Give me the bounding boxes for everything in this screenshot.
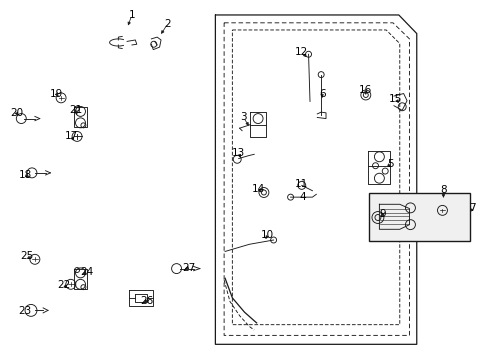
Text: 23: 23 (19, 306, 32, 316)
Text: 26: 26 (140, 296, 153, 306)
Text: 1: 1 (128, 10, 135, 20)
Text: 19: 19 (49, 89, 63, 99)
Text: 2: 2 (164, 18, 171, 28)
Text: 20: 20 (10, 108, 23, 118)
Text: 16: 16 (359, 85, 372, 95)
Bar (368, 193, 469, 242)
Text: 22: 22 (57, 280, 70, 290)
Text: 25: 25 (20, 251, 34, 261)
Text: 15: 15 (388, 94, 402, 104)
Text: 12: 12 (295, 47, 308, 57)
Text: 4: 4 (299, 192, 305, 202)
Text: 13: 13 (232, 148, 245, 158)
Text: 21: 21 (69, 105, 82, 115)
Text: 7: 7 (468, 203, 475, 213)
Text: 10: 10 (261, 230, 274, 240)
Text: 8: 8 (439, 185, 446, 195)
Text: 18: 18 (19, 170, 32, 180)
Text: 27: 27 (182, 262, 195, 273)
Text: 11: 11 (295, 179, 308, 189)
Text: 6: 6 (318, 89, 325, 99)
Text: 5: 5 (386, 159, 392, 169)
Text: 24: 24 (80, 267, 93, 277)
Text: 17: 17 (64, 131, 78, 141)
Text: 14: 14 (251, 184, 264, 194)
Text: 3: 3 (240, 112, 246, 122)
Text: 9: 9 (379, 209, 386, 219)
